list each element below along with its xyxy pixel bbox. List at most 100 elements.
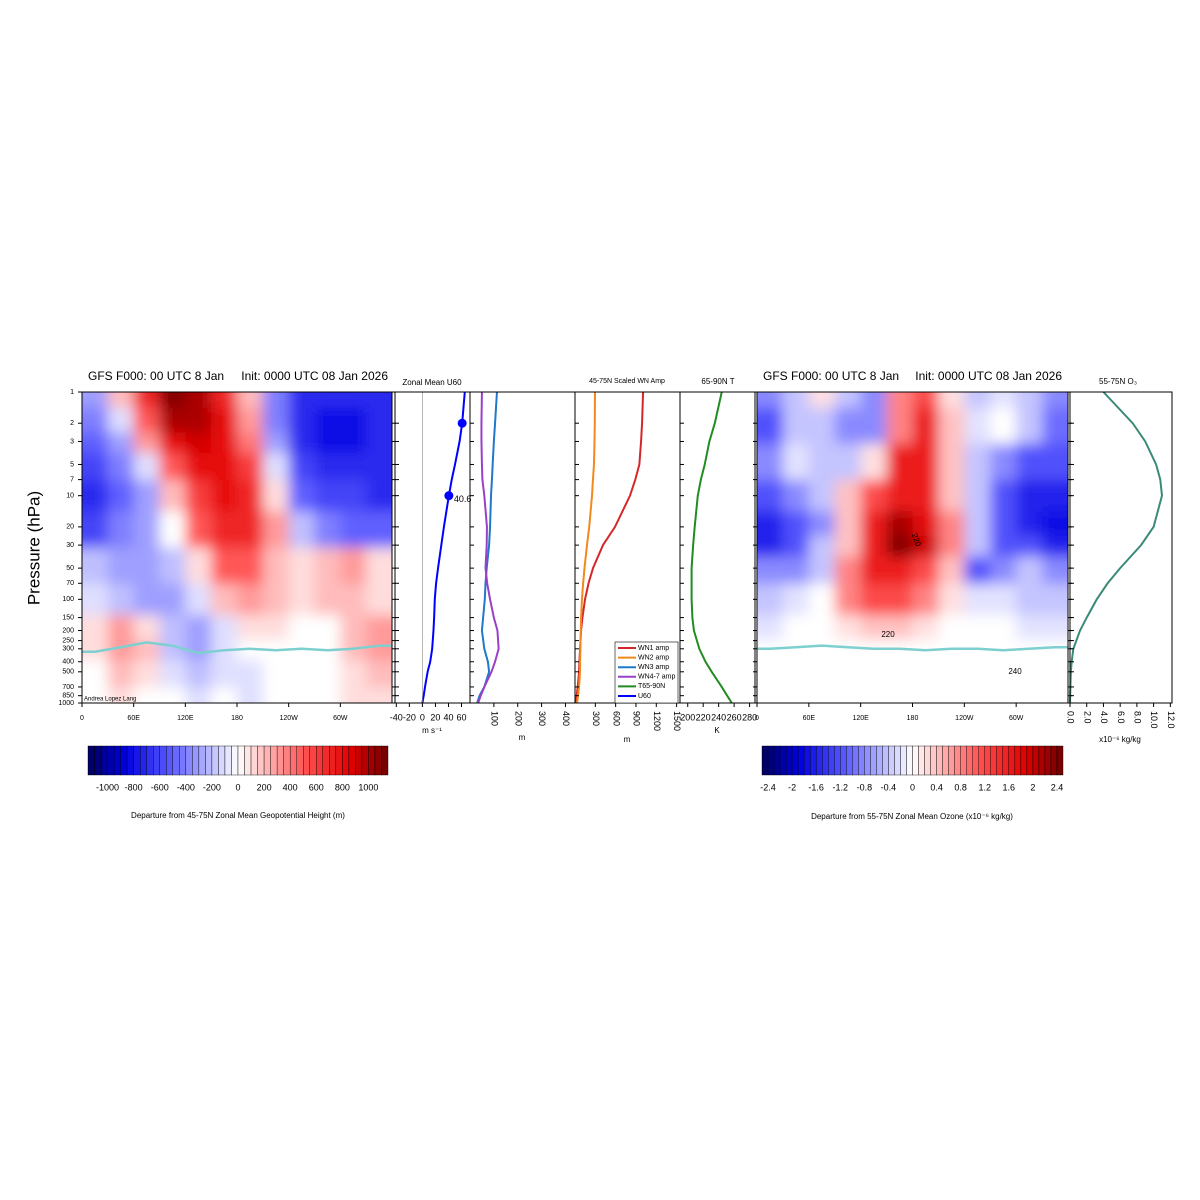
y-tick-label: 2 bbox=[70, 420, 74, 427]
colorbar-box bbox=[355, 745, 363, 776]
colorbar-tick-label: 2 bbox=[1030, 782, 1035, 792]
cell bbox=[185, 660, 212, 688]
cell bbox=[211, 407, 238, 433]
cell bbox=[1016, 511, 1043, 537]
x-tick-label: 40 bbox=[443, 712, 453, 722]
field bbox=[757, 392, 1068, 703]
colorbar-box bbox=[846, 745, 853, 776]
colorbar-box bbox=[954, 745, 961, 776]
field bbox=[82, 392, 392, 703]
profile-line bbox=[477, 391, 500, 704]
subtitle: Init: 0000 UTC 08 Jan 2026 bbox=[915, 369, 1062, 383]
colorbar-box bbox=[1002, 745, 1010, 776]
y-tick-label: 850 bbox=[62, 693, 74, 700]
legend-entry: WN3 amp bbox=[638, 664, 669, 671]
cell bbox=[366, 432, 392, 454]
cell bbox=[82, 511, 109, 548]
cell bbox=[782, 660, 810, 688]
x-tick-label: 60W bbox=[333, 715, 348, 722]
cell bbox=[938, 407, 965, 445]
x-tick-label: 240 bbox=[711, 712, 726, 722]
y-tick-label: 1000 bbox=[58, 700, 74, 707]
colorbar-box bbox=[211, 745, 219, 776]
cell bbox=[757, 639, 784, 661]
cell bbox=[133, 614, 160, 641]
cell bbox=[262, 392, 290, 409]
cell bbox=[782, 687, 810, 703]
colorbar-tick-label: 1.6 bbox=[1003, 782, 1016, 792]
cell bbox=[185, 452, 212, 481]
x-tick-label: 0 bbox=[420, 712, 425, 722]
x-tick-label: 4.0 bbox=[1099, 711, 1109, 724]
profile-line bbox=[421, 391, 466, 704]
y-tick-label: 300 bbox=[62, 646, 74, 653]
x-tick-label: 6.0 bbox=[1116, 711, 1126, 724]
x-tick-label: 60W bbox=[1009, 715, 1024, 722]
cell bbox=[808, 511, 836, 537]
cell bbox=[159, 687, 186, 703]
colorbar-box bbox=[120, 745, 128, 776]
x-tick-label: 12.0 bbox=[1166, 711, 1176, 729]
cell bbox=[211, 614, 238, 641]
cell bbox=[757, 556, 784, 585]
cell bbox=[1042, 443, 1068, 481]
cell bbox=[808, 639, 836, 661]
cell bbox=[262, 547, 290, 585]
cell bbox=[990, 660, 1017, 688]
colorbar-box bbox=[224, 745, 232, 776]
colorbar-box bbox=[87, 745, 95, 776]
colorbar-box bbox=[276, 745, 284, 776]
cell bbox=[938, 687, 965, 703]
cell bbox=[886, 614, 913, 641]
cell bbox=[314, 392, 341, 409]
subtitle: Init: 0000 UTC 08 Jan 2026 bbox=[241, 369, 388, 383]
cell bbox=[366, 583, 392, 616]
x-tick-label: 260 bbox=[727, 712, 742, 722]
marker bbox=[444, 491, 454, 501]
marker bbox=[457, 418, 467, 428]
cell bbox=[340, 583, 367, 616]
cell bbox=[288, 432, 315, 454]
cell bbox=[912, 392, 939, 409]
title: GFS F000: 00 UTC 8 Jan bbox=[88, 369, 224, 383]
cell bbox=[886, 480, 913, 512]
cell bbox=[938, 614, 965, 641]
colorbar-box bbox=[374, 745, 382, 776]
cell bbox=[1016, 660, 1043, 688]
cell bbox=[185, 480, 212, 512]
cell bbox=[159, 452, 186, 481]
cell bbox=[834, 407, 862, 445]
cell bbox=[185, 407, 212, 433]
y-tick-label: 500 bbox=[62, 669, 74, 676]
cell bbox=[82, 480, 109, 512]
cell bbox=[366, 392, 392, 409]
cell bbox=[211, 687, 238, 703]
cell bbox=[133, 452, 160, 481]
x-tick-label: 0.0 bbox=[1066, 711, 1076, 724]
cell bbox=[314, 432, 341, 454]
colorbar-tick-label: 0.8 bbox=[954, 782, 967, 792]
colorbar-box bbox=[146, 745, 154, 776]
plot-frame bbox=[679, 391, 756, 704]
x-tick-label: 10.0 bbox=[1149, 711, 1159, 729]
marker-label: 40.6 bbox=[454, 494, 472, 504]
colorbar-box bbox=[900, 745, 907, 776]
cell bbox=[912, 407, 939, 445]
colorbar-box bbox=[296, 745, 304, 776]
tropopause-line bbox=[82, 641, 392, 655]
cell bbox=[211, 392, 238, 409]
cell bbox=[107, 639, 135, 661]
cell bbox=[834, 583, 862, 616]
cell bbox=[288, 452, 315, 481]
cell bbox=[886, 556, 913, 585]
colorbar-box bbox=[100, 745, 108, 776]
colorbar-box bbox=[283, 745, 291, 776]
colorbar-box bbox=[924, 745, 931, 776]
cell bbox=[808, 660, 836, 688]
colorbar-tick-label: 0.4 bbox=[930, 782, 943, 792]
colorbar-box bbox=[361, 745, 369, 776]
cell bbox=[82, 392, 109, 409]
x-tick-label: 60E bbox=[127, 715, 140, 722]
y-tick-label: 7 bbox=[70, 476, 74, 483]
cell bbox=[314, 452, 341, 481]
